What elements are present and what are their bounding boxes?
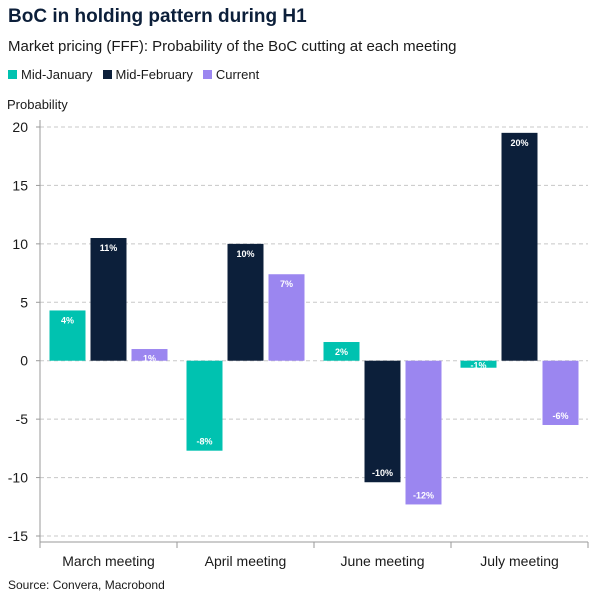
bar-mid-february-1 (227, 243, 264, 361)
legend-swatch-mid-february (102, 70, 112, 79)
x-tick-label-2: June meeting (340, 553, 424, 569)
data-label-current-2: -12% (413, 490, 434, 500)
bar-mid-january-2 (323, 342, 360, 361)
bar-current-2 (405, 360, 442, 505)
x-tick-label-3: July meeting (480, 553, 559, 569)
legend-label-current: Current (215, 67, 260, 82)
legend-label-mid-february: Mid-February (115, 67, 193, 82)
y-tick-label-10: 10 (12, 236, 28, 252)
data-label-current-1: 7% (280, 279, 293, 289)
source-note: Source: Convera, Macrobond (8, 578, 165, 592)
data-label-mid-january-0: 4% (61, 315, 74, 325)
data-label-current-0: 1% (143, 354, 156, 364)
y-tick-label-20: 20 (12, 119, 28, 135)
data-label-mid-january-3: -1% (470, 361, 486, 371)
data-label-mid-february-2: -10% (372, 468, 393, 478)
y-tick-label--10: -10 (8, 470, 28, 486)
bar-current-1 (268, 274, 305, 361)
legend-item-current[interactable]: Current (202, 67, 260, 82)
y-tick-label--5: -5 (16, 411, 29, 427)
legend: Mid-January Mid-February Current (8, 67, 259, 82)
data-label-current-3: -6% (552, 411, 568, 421)
chart-subtitle: Market pricing (FFF): Probability of the… (8, 38, 457, 55)
bar-current-0 (131, 349, 168, 361)
legend-label-mid-january: Mid-January (21, 67, 93, 82)
data-label-mid-january-2: 2% (335, 347, 348, 357)
bar-current-3 (542, 360, 579, 425)
x-tick-label-1: April meeting (205, 553, 287, 569)
x-tick-label-0: March meeting (62, 553, 155, 569)
y-tick-label--15: -15 (8, 528, 28, 544)
y-axis-label: Probability (7, 97, 68, 112)
legend-item-mid-january[interactable]: Mid-January (8, 67, 93, 82)
bar-mid-february-0 (90, 238, 127, 361)
data-label-mid-february-0: 11% (100, 243, 118, 253)
bar-mid-january-3 (460, 360, 497, 368)
bar-mid-january-1 (186, 360, 223, 451)
data-label-mid-february-1: 10% (236, 249, 254, 259)
bar-mid-january-0 (49, 310, 86, 361)
data-label-mid-february-3: 20% (510, 138, 528, 148)
bar-mid-february-2 (364, 360, 401, 483)
legend-item-mid-february[interactable]: Mid-February (102, 67, 193, 82)
legend-swatch-mid-january (8, 70, 17, 79)
chart-title: BoC in holding pattern during H1 (8, 6, 307, 27)
data-label-mid-january-1: -8% (196, 437, 212, 447)
bar-mid-february-3 (501, 132, 538, 361)
y-tick-label-15: 15 (12, 177, 28, 193)
legend-swatch-current (202, 70, 212, 79)
y-tick-label-0: 0 (20, 353, 28, 369)
y-tick-label-5: 5 (20, 294, 28, 310)
